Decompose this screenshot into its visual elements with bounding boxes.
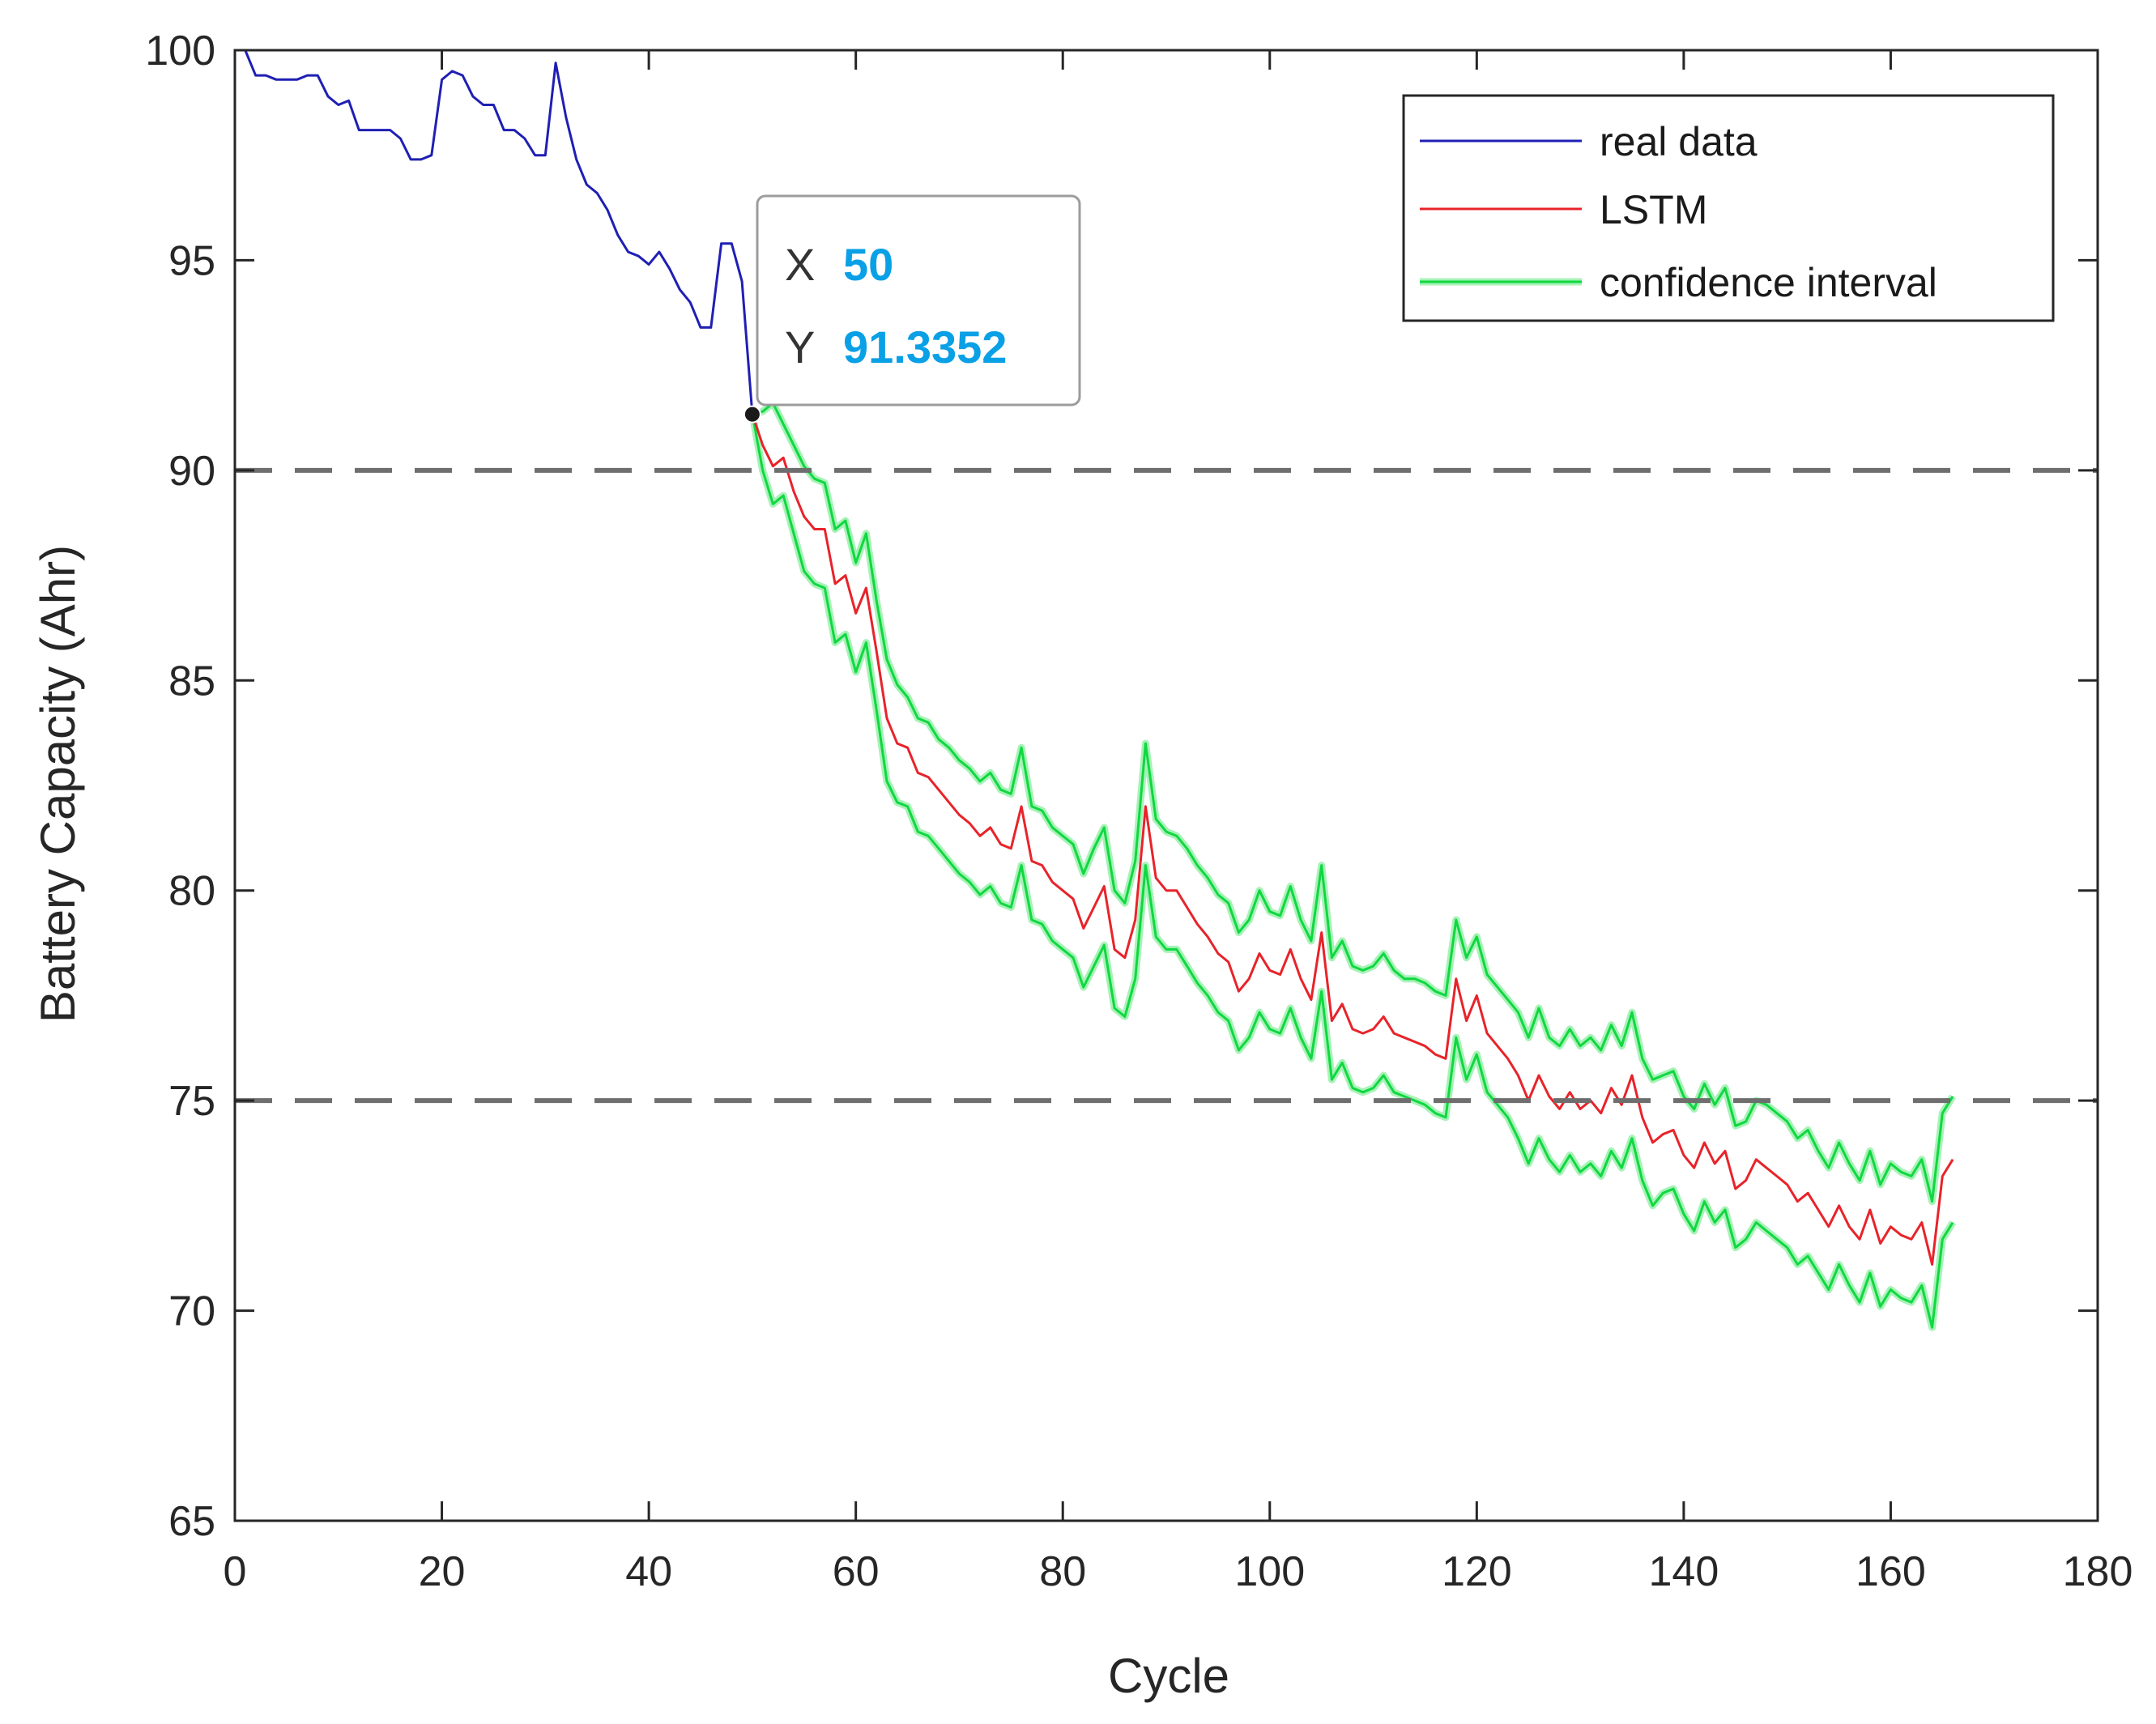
- datatip-marker[interactable]: [743, 405, 761, 424]
- legend: real data LSTM confidence interval: [1402, 94, 2055, 322]
- lstm-line: [751, 413, 1954, 1266]
- datatip-x-key: X: [785, 239, 815, 290]
- x-tick-label-160: 160: [1856, 1548, 1926, 1595]
- legend-label-lstm: LSTM: [1600, 187, 1707, 232]
- y-tick-label-75: 75: [168, 1078, 215, 1125]
- x-tick-label-80: 80: [1039, 1548, 1086, 1595]
- y-tick-label-85: 85: [168, 658, 215, 704]
- series-layer: [244, 49, 1956, 1331]
- x-tick-label-60: 60: [833, 1548, 880, 1595]
- x-tick-label-20: 20: [419, 1548, 466, 1595]
- y-axis-title: Battery Capacity (Ahr): [31, 545, 85, 1023]
- ci-lower-line: [751, 414, 1954, 1329]
- datatip-x-value: 50: [843, 239, 893, 290]
- x-axis-title: Cycle: [1108, 1649, 1229, 1703]
- y-tick-label-80: 80: [168, 868, 215, 915]
- x-tick-label-180: 180: [2063, 1548, 2133, 1595]
- x-tick-label-0: 0: [224, 1548, 247, 1595]
- x-tick-label-140: 140: [1649, 1548, 1719, 1595]
- datatip-y-key: Y: [785, 321, 815, 372]
- y-tick-label-65: 65: [168, 1498, 215, 1545]
- legend-label-real-data: real data: [1600, 119, 1758, 164]
- datatip-y-value: 91.3352: [843, 321, 1007, 372]
- y-tick-label-70: 70: [168, 1288, 215, 1335]
- x-tick-label-40: 40: [625, 1548, 672, 1595]
- threshold-layer: [235, 467, 2098, 1104]
- y-tick-label-100: 100: [145, 28, 215, 74]
- datatip-box: [756, 194, 1081, 407]
- ci-upper-line: [752, 402, 1954, 1203]
- ticks-layer: 0 20 40 60 80 100 120 140 160 180 65 70 75 80 85 90 95 10…: [145, 28, 2133, 1595]
- legend-label-confidence-interval: confidence interval: [1600, 260, 1937, 305]
- x-tick-label-120: 120: [1442, 1548, 1512, 1595]
- axes-layer: [233, 49, 2099, 1522]
- y-tick-label-95: 95: [168, 237, 215, 284]
- datatip[interactable]: X 50 Y 91.3352: [743, 194, 1081, 424]
- real-data-line: [244, 49, 754, 415]
- axes-box: [233, 49, 2099, 1522]
- y-tick-label-90: 90: [168, 448, 215, 495]
- x-tick-label-100: 100: [1234, 1548, 1305, 1595]
